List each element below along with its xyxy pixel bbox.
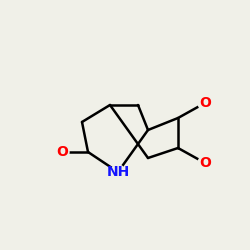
Text: NH: NH: [106, 165, 130, 179]
Text: O: O: [199, 96, 211, 110]
Text: O: O: [199, 156, 211, 170]
Text: O: O: [56, 145, 68, 159]
Circle shape: [55, 145, 69, 159]
Circle shape: [111, 165, 125, 179]
Circle shape: [198, 96, 212, 110]
Circle shape: [198, 156, 212, 170]
